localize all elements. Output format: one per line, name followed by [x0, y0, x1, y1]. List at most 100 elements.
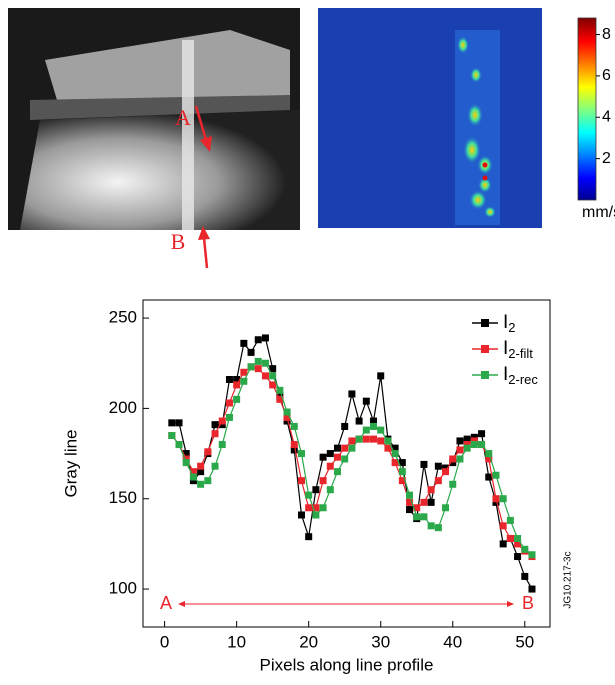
marker	[528, 551, 536, 559]
marker	[485, 450, 493, 458]
colorbar-tick-label: 8	[602, 26, 611, 43]
marker	[442, 504, 450, 512]
colorbar-tick-label: 6	[602, 67, 611, 84]
colorbar	[577, 17, 597, 201]
marker	[478, 441, 486, 449]
marker	[312, 511, 320, 519]
marker	[427, 498, 435, 506]
marker	[182, 450, 190, 458]
marker	[319, 453, 327, 461]
marker	[362, 435, 370, 443]
marker	[182, 459, 190, 467]
marker	[470, 433, 478, 441]
grayscale-image	[8, 8, 300, 230]
marker	[485, 473, 493, 481]
marker	[521, 545, 529, 553]
marker	[485, 455, 493, 463]
marker	[377, 426, 385, 434]
marker	[398, 468, 406, 476]
marker	[233, 381, 241, 389]
marker	[348, 444, 356, 452]
marker	[406, 506, 414, 514]
marker	[391, 450, 399, 458]
colorbar-tick-label: 2	[602, 150, 611, 167]
marker	[247, 363, 255, 371]
marker	[197, 480, 205, 488]
marker	[333, 453, 341, 461]
marker	[312, 486, 320, 494]
marker	[341, 422, 349, 430]
marker	[261, 372, 269, 380]
x-tick-label: 0	[160, 632, 169, 651]
marker	[478, 430, 486, 438]
marker	[276, 386, 284, 394]
marker	[499, 540, 507, 548]
marker	[182, 455, 190, 463]
marker	[189, 477, 197, 485]
y-tick-label: 150	[109, 488, 137, 507]
marker	[333, 444, 341, 452]
marker	[305, 533, 313, 541]
marker	[420, 513, 428, 521]
marker	[297, 511, 305, 519]
marker	[333, 468, 341, 476]
marker	[499, 522, 507, 530]
series-line	[171, 360, 533, 556]
marker	[283, 413, 291, 421]
marker	[492, 495, 500, 503]
marker	[521, 572, 529, 580]
y-tick-label: 200	[109, 398, 137, 417]
plot-frame	[142, 299, 551, 628]
image-label: B	[171, 229, 186, 254]
marker	[233, 395, 241, 403]
marker	[326, 450, 334, 458]
legend-label: I2	[503, 312, 516, 335]
marker	[420, 498, 428, 506]
marker	[470, 441, 478, 449]
legend-label: I2-filt	[503, 338, 533, 361]
marker	[204, 477, 212, 485]
x-tick-label: 40	[443, 632, 462, 651]
marker	[514, 553, 522, 561]
marker	[370, 417, 378, 425]
marker	[492, 498, 500, 506]
marker	[283, 417, 291, 425]
marker	[470, 437, 478, 445]
marker	[189, 468, 197, 476]
marker	[290, 422, 298, 430]
marker	[261, 334, 269, 342]
marker	[427, 522, 435, 530]
marker	[254, 336, 262, 344]
marker	[413, 513, 421, 521]
legend-marker	[481, 371, 489, 379]
x-axis-label: Pixels along line profile	[260, 655, 434, 674]
colorbar-unit: mm/s	[582, 204, 615, 221]
marker	[276, 392, 284, 400]
legend-marker	[481, 345, 489, 353]
figure-code: JG10.217-3c	[563, 551, 574, 608]
marker	[233, 375, 241, 383]
marker	[456, 437, 464, 445]
marker	[211, 430, 219, 438]
marker	[297, 450, 305, 458]
marker	[211, 421, 219, 429]
marker	[341, 455, 349, 463]
marker	[341, 444, 349, 452]
marker	[283, 408, 291, 416]
marker	[326, 462, 334, 470]
marker	[254, 357, 262, 365]
marker	[319, 504, 327, 512]
x-tick-label: 50	[515, 632, 534, 651]
marker	[269, 381, 277, 389]
marker	[218, 421, 226, 429]
marker	[384, 444, 392, 452]
velocity-map	[318, 8, 542, 228]
marker	[240, 377, 248, 385]
marker	[370, 435, 378, 443]
marker	[290, 446, 298, 454]
marker	[197, 468, 205, 476]
marker	[406, 491, 414, 499]
marker	[225, 413, 233, 421]
marker	[528, 585, 536, 593]
